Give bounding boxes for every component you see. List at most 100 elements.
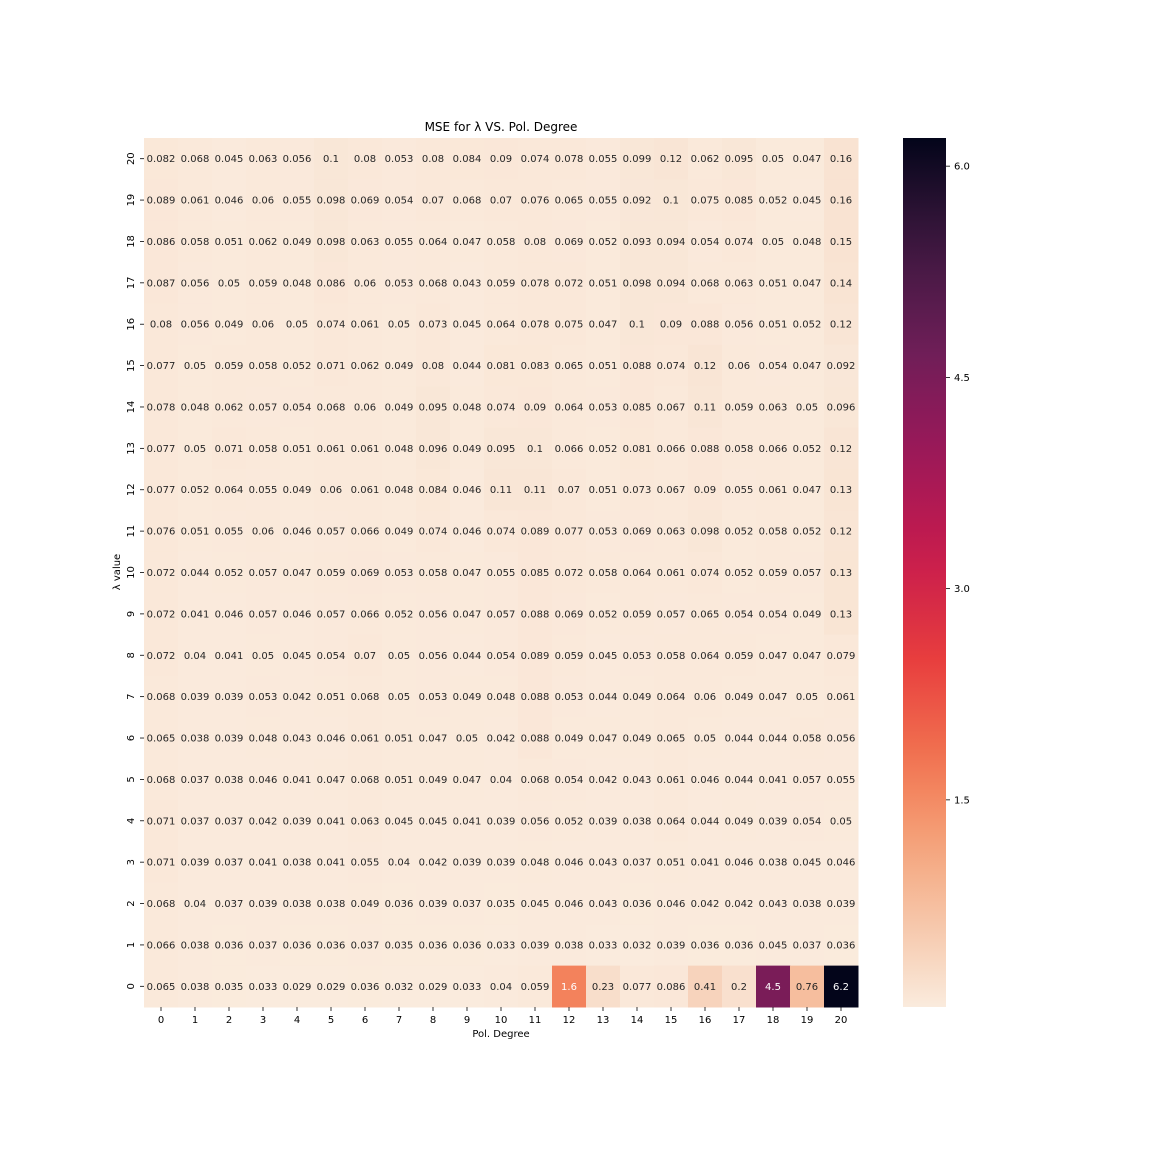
cell-value: 0.033 — [453, 982, 482, 993]
heatmap-cell — [246, 882, 281, 925]
cell-value: 0.079 — [827, 651, 856, 662]
cell-value: 0.065 — [555, 361, 584, 372]
cell-value: 0.039 — [487, 816, 516, 827]
cell-value: 0.054 — [555, 775, 584, 786]
heatmap-cell — [280, 179, 315, 222]
heatmap-cell — [552, 262, 587, 305]
cell-value: 0.12 — [830, 527, 852, 538]
cell-value: 0.096 — [827, 402, 856, 413]
cell-value: 0.088 — [623, 361, 652, 372]
heatmap-cell — [348, 800, 383, 842]
cell-value: 0.098 — [317, 196, 346, 207]
heatmap-cell — [790, 510, 825, 553]
heatmap-cell — [280, 469, 315, 511]
heatmap-cell — [722, 717, 757, 760]
heatmap-cell — [314, 179, 349, 222]
heatmap-cell — [620, 469, 655, 511]
heatmap-cell — [450, 965, 485, 1008]
cell-value: 0.057 — [657, 609, 686, 620]
cell-value: 0.077 — [555, 527, 584, 538]
heatmap-cell — [416, 469, 451, 511]
heatmap-cell — [824, 138, 859, 180]
heatmap-cell — [382, 179, 417, 222]
heatmap-cell — [314, 800, 349, 842]
cell-value: 0.038 — [215, 775, 244, 786]
y-tick-label: 7 — [126, 693, 137, 699]
heatmap-cell — [246, 841, 281, 884]
cell-value: 0.13 — [830, 485, 852, 496]
cell-value: 0.084 — [453, 154, 482, 165]
cell-value: 0.058 — [589, 568, 618, 579]
cell-value: 0.047 — [759, 692, 788, 703]
cell-value: 0.044 — [181, 568, 210, 579]
heatmap-cell — [280, 717, 315, 760]
heatmap-cell — [280, 965, 315, 1008]
heatmap-cell — [484, 924, 519, 967]
cell-value: 0.07 — [422, 196, 444, 207]
cell-value: 0.098 — [623, 278, 652, 289]
cell-value: 0.065 — [555, 196, 584, 207]
heatmap-cell — [790, 179, 825, 222]
cell-value: 0.061 — [351, 320, 380, 331]
heatmap-cell — [688, 841, 723, 884]
cell-value: 0.066 — [657, 444, 686, 455]
cell-value: 0.057 — [793, 568, 822, 579]
cell-value: 0.074 — [725, 237, 754, 248]
cell-value: 0.039 — [589, 816, 618, 827]
heatmap-cell — [212, 593, 247, 636]
cell-value: 0.061 — [181, 196, 210, 207]
heatmap-cell — [314, 551, 349, 594]
heatmap-cell — [552, 138, 587, 180]
cell-value: 0.068 — [521, 775, 550, 786]
cell-value: 0.047 — [793, 154, 822, 165]
cell-value: 0.046 — [215, 609, 244, 620]
heatmap-cell — [824, 717, 859, 760]
heatmap-cell — [246, 965, 281, 1008]
heatmap-cell — [688, 634, 723, 677]
cell-value: 0.077 — [147, 444, 176, 455]
heatmap-cell — [654, 551, 689, 594]
cell-value: 0.043 — [283, 734, 312, 745]
cell-value: 0.045 — [759, 940, 788, 951]
heatmap-cell — [212, 634, 247, 677]
heatmap-cell — [824, 344, 859, 387]
cell-value: 0.045 — [385, 816, 414, 827]
heatmap-cell — [586, 675, 621, 718]
heatmap-cell — [144, 303, 179, 346]
cell-value: 0.2 — [731, 982, 747, 993]
heatmap-cell — [450, 841, 485, 884]
cell-value: 0.037 — [215, 899, 244, 910]
heatmap-cell — [450, 924, 485, 967]
heatmap-cell — [416, 138, 451, 180]
heatmap-cell — [178, 179, 213, 222]
heatmap-cell — [790, 469, 825, 511]
heatmap-cell — [552, 510, 587, 553]
cell-value: 0.062 — [691, 154, 720, 165]
heatmap-cell — [722, 138, 757, 180]
heatmap-cell — [144, 262, 179, 305]
cell-value: 0.046 — [453, 527, 482, 538]
heatmap-cell — [246, 717, 281, 760]
cell-value: 0.048 — [385, 485, 414, 496]
cell-value: 0.094 — [657, 237, 686, 248]
heatmap-cell — [450, 220, 485, 263]
cell-value: 0.14 — [830, 278, 852, 289]
cell-value: 0.038 — [317, 899, 346, 910]
heatmap-cell — [178, 593, 213, 636]
cell-value: 0.16 — [830, 154, 852, 165]
x-tick-label: 9 — [464, 1015, 470, 1026]
heatmap-cell — [620, 717, 655, 760]
heatmap-cell — [586, 800, 621, 842]
y-tick-label: 2 — [126, 900, 137, 906]
cell-value: 0.073 — [419, 320, 448, 331]
heatmap-cell — [416, 675, 451, 718]
heatmap-cell — [280, 262, 315, 305]
x-tick-label: 0 — [158, 1015, 164, 1026]
heatmap-cell — [790, 634, 825, 677]
cell-value: 0.045 — [283, 651, 312, 662]
cell-value: 0.033 — [589, 940, 618, 951]
heatmap-cell — [824, 593, 859, 636]
cell-value: 0.04 — [490, 775, 512, 786]
heatmap-cell — [586, 551, 621, 594]
cell-value: 0.093 — [623, 237, 652, 248]
